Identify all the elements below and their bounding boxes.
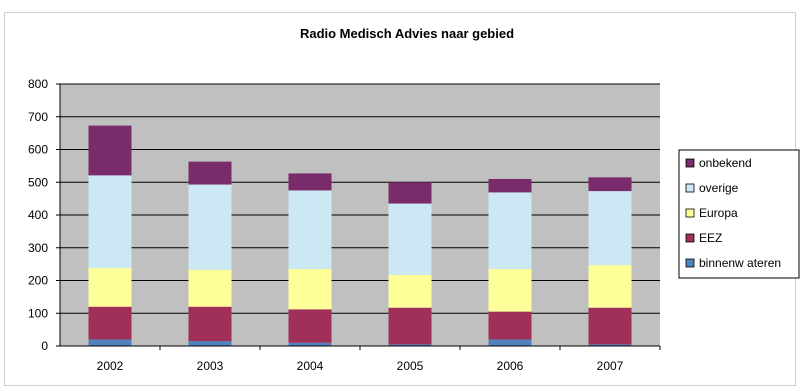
bar-segment-onbekend (388, 182, 432, 204)
legend-label: EEZ (699, 231, 722, 245)
bar-segment-binnenw-ateren (88, 339, 132, 346)
legend-label: overige (699, 181, 739, 195)
bar-segment-onbekend (288, 173, 332, 191)
bar-segment-onbekend (88, 125, 132, 176)
bar-segment-europa (388, 274, 432, 308)
legend-label: binnenw ateren (699, 256, 781, 270)
legend-swatch (685, 233, 695, 243)
bar-segment-overige (188, 184, 232, 270)
x-tick-label: 2006 (497, 359, 524, 373)
bar-segment-binnenw-ateren (288, 342, 332, 346)
bar-segment-overige (388, 203, 432, 275)
y-tick-label: 200 (28, 274, 48, 288)
bar-segment-eez (388, 307, 432, 345)
y-tick-label: 800 (28, 77, 48, 91)
x-axis-ticks: 2002 2003 2004 2005 2006 2007 (97, 346, 661, 373)
bars (88, 125, 632, 346)
legend: onbekend overige Europa EEZ binnenw ateren (678, 149, 800, 279)
x-tick-label: 2007 (597, 359, 624, 373)
bar-segment-europa (88, 268, 132, 307)
bar-segment-eez (588, 307, 632, 345)
x-tick-label: 2004 (297, 359, 324, 373)
x-tick-label: 2005 (397, 359, 424, 373)
bar-segment-europa (488, 269, 532, 312)
y-tick-label: 600 (28, 143, 48, 157)
bar-segment-binnenw-ateren (188, 341, 232, 346)
bar-segment-eez (488, 311, 532, 340)
y-tick-label: 700 (28, 110, 48, 124)
x-tick-label: 2002 (97, 359, 124, 373)
bar-segment-europa (288, 269, 332, 310)
y-tick-label: 0 (41, 339, 48, 353)
legend-swatch (685, 183, 695, 193)
chart-title: Radio Medisch Advies naar gebied (300, 26, 514, 41)
y-tick-label: 300 (28, 241, 48, 255)
bar-segment-onbekend (188, 161, 232, 185)
y-tick-label: 100 (28, 306, 48, 320)
bar-segment-overige (88, 175, 132, 269)
bar-segment-eez (188, 306, 232, 342)
bar-segment-eez (288, 309, 332, 343)
bar-segment-overige (288, 190, 332, 270)
bar-segment-binnenw-ateren (388, 344, 432, 346)
bar-segment-overige (488, 192, 532, 270)
bar-segment-onbekend (488, 178, 532, 193)
legend-box (678, 149, 800, 279)
legend-swatch (685, 158, 695, 168)
bar-segment-europa (588, 265, 632, 308)
legend-swatch (685, 258, 695, 268)
bar-segment-onbekend (588, 177, 632, 192)
y-axis-ticks: 0 100 200 300 400 500 600 700 800 (28, 77, 60, 353)
legend-label: Europa (699, 206, 738, 220)
bar-segment-europa (188, 269, 232, 307)
bar-segment-binnenw-ateren (488, 339, 532, 346)
y-tick-label: 500 (28, 175, 48, 189)
gridlines (60, 83, 660, 314)
legend-swatch (685, 208, 695, 218)
bar-segment-eez (88, 306, 132, 340)
y-tick-label: 400 (28, 208, 48, 222)
bar-segment-binnenw-ateren (588, 344, 632, 346)
bar-segment-overige (588, 191, 632, 266)
x-tick-label: 2003 (197, 359, 224, 373)
legend-label: onbekend (699, 156, 752, 170)
